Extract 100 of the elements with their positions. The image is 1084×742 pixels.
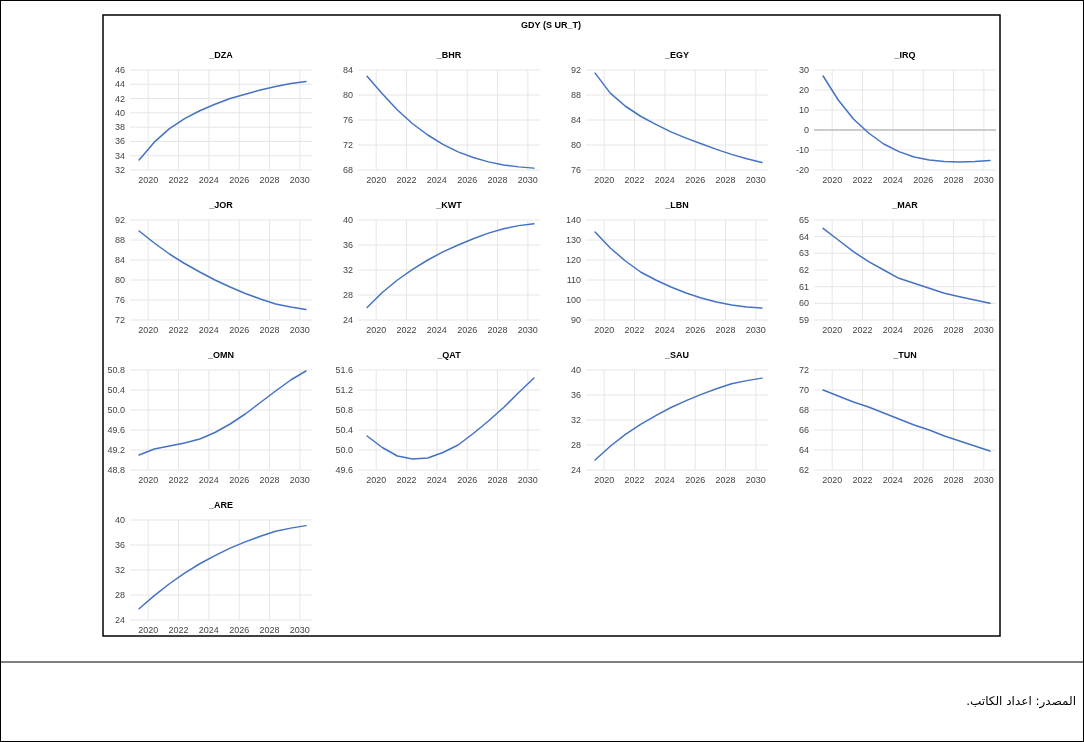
y-tick-label: 50.4 [107, 385, 125, 395]
x-tick-label: 2022 [624, 175, 645, 185]
line-series [366, 223, 535, 309]
chart-title: _OMN [206, 350, 235, 360]
x-tick-label: 2024 [426, 325, 447, 335]
x-tick-label: 2020 [366, 475, 387, 485]
chart-title: _TUN [892, 350, 917, 360]
y-tick-label: 80 [342, 90, 353, 100]
y-tick-label: -10 [795, 145, 809, 155]
y-tick-label: 88 [114, 235, 125, 245]
chart-title: _DZA [208, 50, 234, 60]
y-tick-label: 84 [570, 115, 581, 125]
x-tick-label: 2030 [973, 325, 994, 335]
x-tick-label: 2026 [913, 475, 934, 485]
line-series [594, 72, 763, 164]
y-tick-label: 49.6 [107, 425, 125, 435]
y-tick-label: 64 [798, 231, 809, 242]
x-tick-label: 2022 [168, 325, 189, 335]
y-tick-label: 32 [570, 415, 581, 425]
line-series [138, 370, 307, 456]
x-tick-label: 2020 [366, 325, 387, 335]
x-tick-label: 2022 [168, 475, 189, 485]
x-tick-label: 2030 [745, 325, 766, 335]
x-tick-label: 2026 [229, 175, 250, 185]
y-tick-label: -20 [795, 165, 809, 175]
x-tick-label: 2024 [426, 175, 447, 185]
chart-title: _QAT [436, 350, 462, 360]
y-tick-label: 28 [114, 590, 125, 600]
y-tick-label: 34 [114, 150, 125, 161]
line-series [138, 524, 307, 610]
x-tick-label: 2024 [882, 175, 903, 185]
y-tick-label: 40 [114, 107, 125, 118]
y-tick-label: 20 [798, 85, 809, 95]
line-series [822, 389, 991, 452]
y-tick-label: 36 [342, 240, 353, 250]
x-tick-label: 2030 [517, 175, 538, 185]
x-tick-label: 2028 [487, 175, 508, 185]
y-tick-label: 50.8 [335, 405, 353, 415]
y-tick-label: 50.4 [335, 425, 353, 435]
x-tick-label: 2022 [624, 475, 645, 485]
y-tick-label: 40 [570, 365, 581, 375]
x-tick-label: 2022 [852, 175, 873, 185]
y-tick-label: 44 [114, 79, 125, 90]
x-tick-label: 2024 [882, 325, 903, 335]
chart-title: _IRQ [893, 50, 916, 60]
y-tick-label: 80 [114, 275, 125, 285]
x-tick-label: 2026 [913, 175, 934, 185]
x-tick-label: 2026 [457, 325, 478, 335]
y-tick-label: 90 [570, 315, 581, 325]
y-tick-label: 36 [114, 136, 125, 147]
x-tick-label: 2030 [517, 325, 538, 335]
x-tick-label: 2022 [852, 325, 873, 335]
x-tick-label: 2020 [138, 475, 159, 485]
y-tick-label: 50.0 [335, 445, 353, 455]
y-tick-label: 66 [798, 425, 809, 435]
x-tick-label: 2026 [229, 325, 250, 335]
y-tick-label: 59 [798, 315, 809, 325]
x-tick-label: 2028 [259, 175, 280, 185]
y-tick-label: 24 [342, 315, 353, 325]
y-tick-label: 92 [570, 65, 581, 75]
y-tick-label: 130 [565, 235, 581, 245]
y-tick-label: 76 [114, 295, 125, 305]
y-tick-label: 42 [114, 93, 125, 104]
x-tick-label: 2020 [594, 475, 615, 485]
x-tick-label: 2030 [745, 475, 766, 485]
x-tick-label: 2028 [259, 325, 280, 335]
y-tick-label: 0 [803, 125, 809, 135]
y-tick-label: 61 [798, 281, 809, 292]
x-tick-label: 2020 [366, 175, 387, 185]
x-tick-label: 2020 [822, 175, 843, 185]
x-tick-label: 2022 [168, 175, 189, 185]
y-tick-label: 120 [565, 255, 581, 265]
y-tick-label: 60 [798, 298, 809, 309]
y-tick-label: 76 [570, 165, 581, 175]
x-tick-label: 2022 [396, 175, 417, 185]
y-tick-label: 32 [342, 265, 353, 275]
text: المصدر: اعداد الكاتب. [966, 694, 1076, 709]
x-tick-label: 2028 [943, 325, 964, 335]
x-tick-label: 2028 [487, 325, 508, 335]
y-tick-label: 68 [798, 405, 809, 415]
x-tick-label: 2022 [396, 475, 417, 485]
y-tick-label: 36 [114, 540, 125, 550]
x-tick-label: 2026 [457, 175, 478, 185]
y-tick-label: 28 [570, 440, 581, 450]
x-tick-label: 2026 [457, 475, 478, 485]
y-tick-label: 65 [798, 215, 809, 225]
chart-title: _SAU [663, 350, 690, 360]
y-tick-label: 110 [566, 275, 581, 285]
x-tick-label: 2028 [487, 475, 508, 485]
x-tick-label: 2026 [685, 175, 706, 185]
y-tick-label: 46 [114, 65, 125, 75]
x-tick-label: 2020 [138, 175, 159, 185]
chart-title: _LBN [664, 200, 689, 210]
y-tick-label: 63 [798, 248, 809, 259]
y-tick-label: 24 [114, 615, 125, 625]
y-tick-label: 30 [798, 65, 809, 75]
line-series [822, 75, 991, 163]
line-series [138, 80, 307, 161]
x-tick-label: 2028 [259, 475, 280, 485]
x-tick-label: 2030 [745, 175, 766, 185]
